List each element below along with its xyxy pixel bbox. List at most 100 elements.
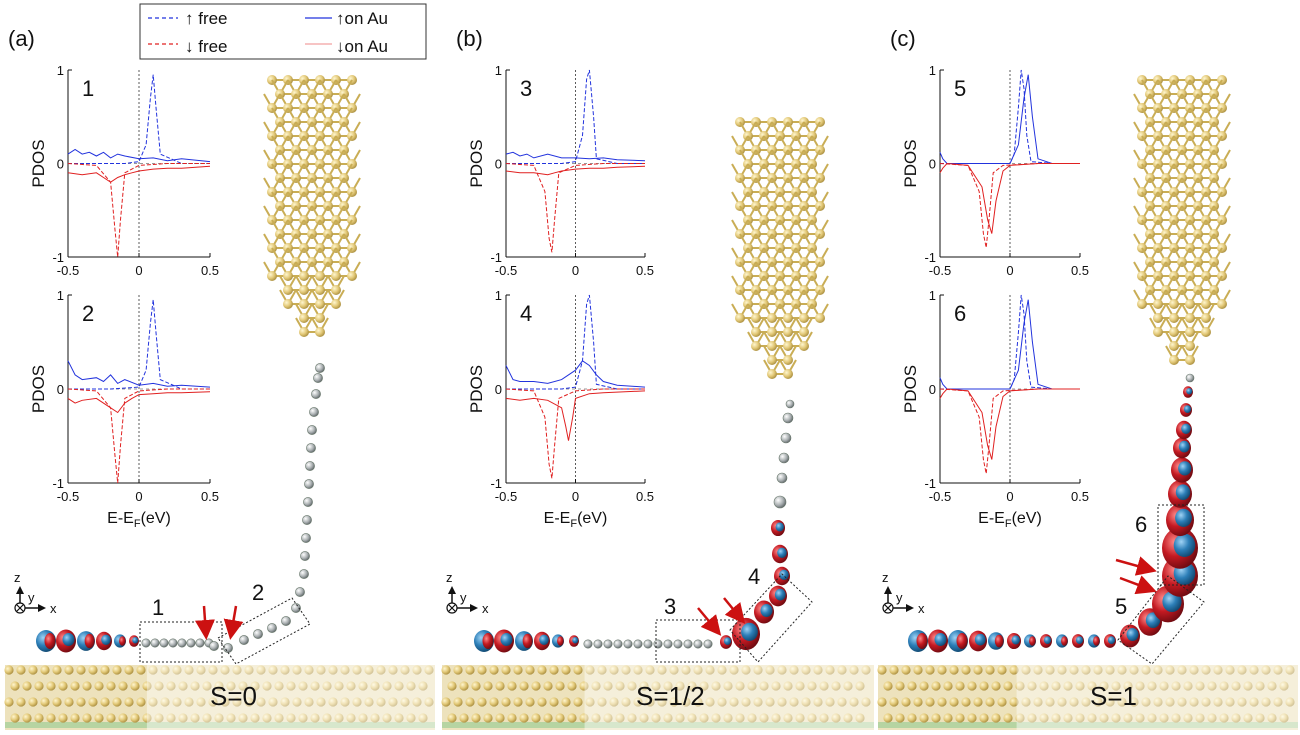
region-box-5 (1117, 575, 1205, 665)
gold-atom (1117, 697, 1127, 707)
gold-atom (513, 665, 523, 675)
series-line-down-on-au (505, 165, 646, 176)
gold-atom (400, 665, 410, 675)
region-box-1 (139, 621, 223, 663)
x-tick-label: 0 (1006, 263, 1013, 278)
gold-atom (1063, 681, 1073, 691)
gold-atom (795, 713, 805, 723)
gold-atom (501, 697, 511, 707)
gold-atom (1183, 681, 1193, 691)
gold-atom (262, 681, 272, 691)
x-tick-label: 0.5 (1071, 489, 1089, 504)
gold-atom (1063, 713, 1073, 723)
red-arrow-b2 (723, 597, 746, 624)
gold-atom (28, 665, 38, 675)
gold-atom (4, 665, 14, 675)
x-tick-label: -0.5 (57, 489, 79, 504)
gold-atom (669, 697, 679, 707)
gold-atom (220, 665, 230, 675)
gold-atom (1207, 713, 1217, 723)
gold-atom (1069, 665, 1079, 675)
pdos-plot-3: 1 0 -1-0.5 0 0.5 PDOS 3 (467, 63, 654, 278)
gold-atom (142, 713, 152, 723)
legend-label-up-free: ↑ free (185, 9, 228, 28)
x-tick-label: 0 (1006, 489, 1013, 504)
gold-atom (58, 681, 68, 691)
gold-atom (651, 713, 661, 723)
axis-z-label: z (446, 570, 453, 585)
gold-atom (525, 665, 535, 675)
gold-atom (1093, 665, 1103, 675)
gold-atom (997, 697, 1007, 707)
axis-x-label: x (50, 601, 57, 616)
gold-atom (979, 713, 989, 723)
gold-atom (46, 681, 56, 691)
gold-atom (388, 697, 398, 707)
gold-atom (519, 681, 529, 691)
x-tick-label: -0.5 (57, 263, 79, 278)
gold-atom (1267, 713, 1277, 723)
gold-atom (316, 665, 326, 675)
gold-atom (477, 697, 487, 707)
molecule-chain-b (474, 399, 795, 653)
gold-atom (208, 697, 218, 707)
gold-atom (358, 681, 368, 691)
gold-atom (10, 681, 20, 691)
gold-atom (406, 681, 416, 691)
plot-index-label: 3 (520, 76, 532, 101)
gold-atom (729, 697, 739, 707)
gold-atom (955, 713, 965, 723)
gold-atom (771, 681, 781, 691)
gold-atom (483, 713, 493, 723)
gold-atom (849, 665, 859, 675)
gold-atom (1177, 665, 1187, 675)
plot-index-label: 5 (954, 76, 966, 101)
region-label-4: 4 (748, 564, 760, 589)
gold-atom (1279, 681, 1289, 691)
gold-atom (801, 665, 811, 675)
gold-atom (112, 665, 122, 675)
gold-atom (615, 681, 625, 691)
structure-annotations: 1 2 3 4 5 6 S=0 S=1/2 S=1 (139, 504, 1205, 711)
gold-atom (843, 713, 853, 723)
gold-atom (855, 713, 865, 723)
x-tick-label: 0.5 (201, 263, 219, 278)
gold-atom (1213, 665, 1223, 675)
gold-atom (1153, 665, 1163, 675)
gold-atom (322, 713, 332, 723)
gold-atom (549, 665, 559, 675)
red-arrow-b1 (697, 607, 722, 636)
gold-atom (178, 713, 188, 723)
gold-atom (639, 713, 649, 723)
gold-atom (1075, 681, 1085, 691)
gold-atom (1279, 713, 1289, 723)
y-tick-label: 1 (57, 63, 64, 78)
gold-atom (292, 665, 302, 675)
gold-atom (352, 697, 362, 707)
plot-index-label: 4 (520, 301, 532, 326)
gold-atom (190, 681, 200, 691)
gold-atom (136, 665, 146, 675)
gold-atom (1213, 697, 1223, 707)
gold-atom (1237, 697, 1247, 707)
gold-atom (220, 697, 230, 707)
gold-atom (621, 697, 631, 707)
gold-atom (304, 665, 314, 675)
gold-atom (352, 665, 362, 675)
gold-atom (1261, 665, 1271, 675)
gold-atom (1123, 713, 1133, 723)
gold-atom (943, 681, 953, 691)
gold-atom (819, 713, 829, 723)
gold-atom (1285, 697, 1295, 707)
x-tick-label: -0.5 (495, 489, 517, 504)
gold-atom (1027, 713, 1037, 723)
y-tick-label: 0 (495, 157, 502, 172)
gold-atom (1153, 697, 1163, 707)
gold-atom (1159, 681, 1169, 691)
gold-atom (160, 665, 170, 675)
gold-atom (16, 665, 26, 675)
gold-substrates (4, 665, 1298, 730)
gold-substrate-3 (877, 665, 1298, 730)
gold-atom (585, 665, 595, 675)
